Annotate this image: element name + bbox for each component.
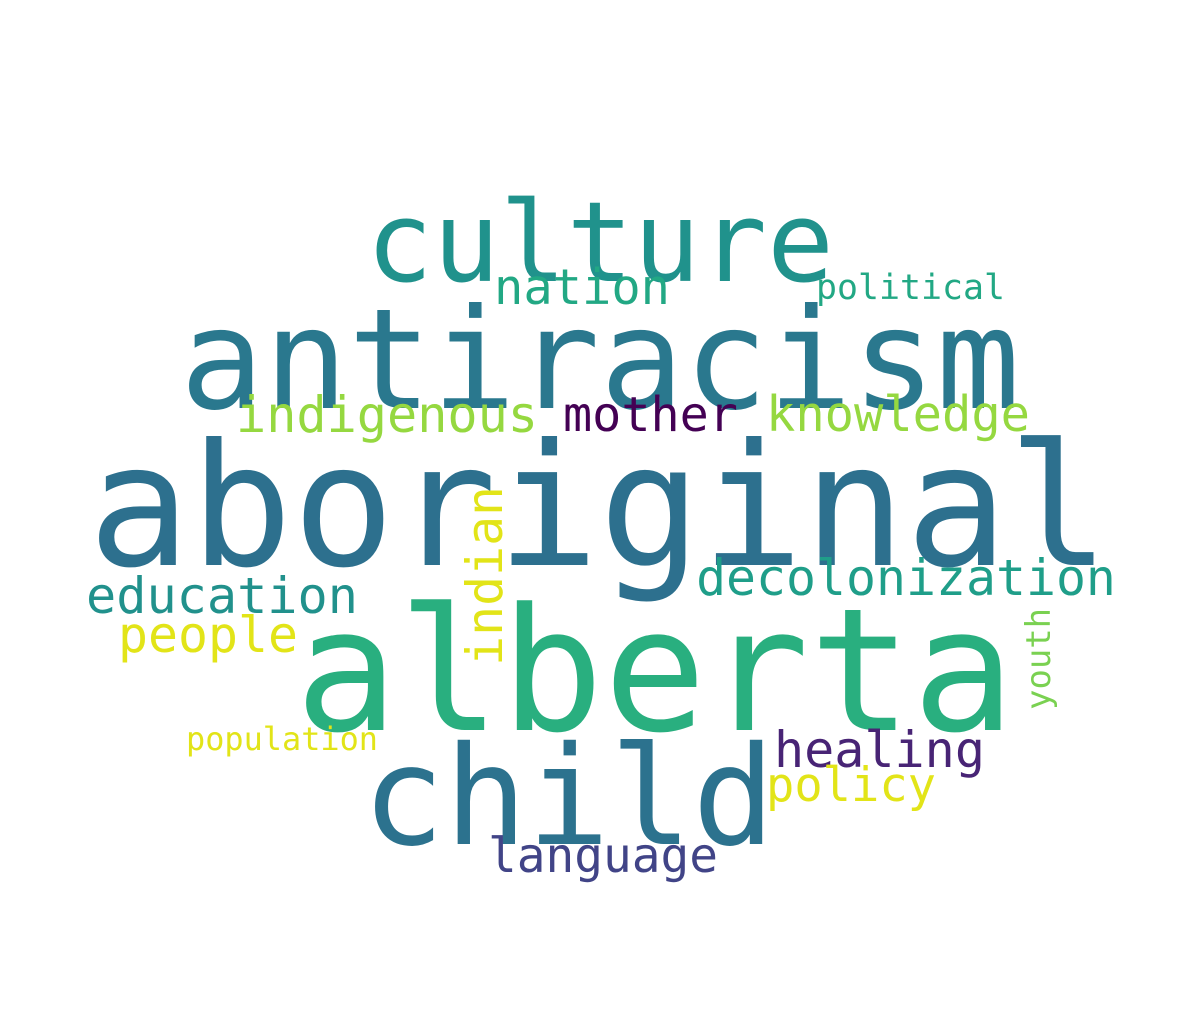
word-knowledge: knowledge <box>766 386 1030 443</box>
word-population: population <box>186 720 378 759</box>
word-policy: policy <box>766 758 936 814</box>
word-youth: youth <box>1019 608 1059 710</box>
word-culture: culture <box>366 179 834 309</box>
word-child: child <box>362 718 775 878</box>
word-education: education <box>86 565 358 625</box>
word-indigenous: indigenous <box>236 384 538 444</box>
word-decolonization: decolonization <box>696 549 1116 608</box>
word-people: people <box>118 606 298 665</box>
word-indian: indian <box>456 486 515 666</box>
word-aboriginal: aboriginal <box>88 408 1110 607</box>
word-nation: nation <box>494 259 670 316</box>
word-mother: mother <box>563 386 738 443</box>
word-antiracism: antiracism <box>180 278 1020 442</box>
word-healing: healing <box>774 720 985 779</box>
word-language: language <box>488 829 718 885</box>
word-political: political <box>816 267 1005 308</box>
word-alberta: alberta <box>295 571 1015 771</box>
